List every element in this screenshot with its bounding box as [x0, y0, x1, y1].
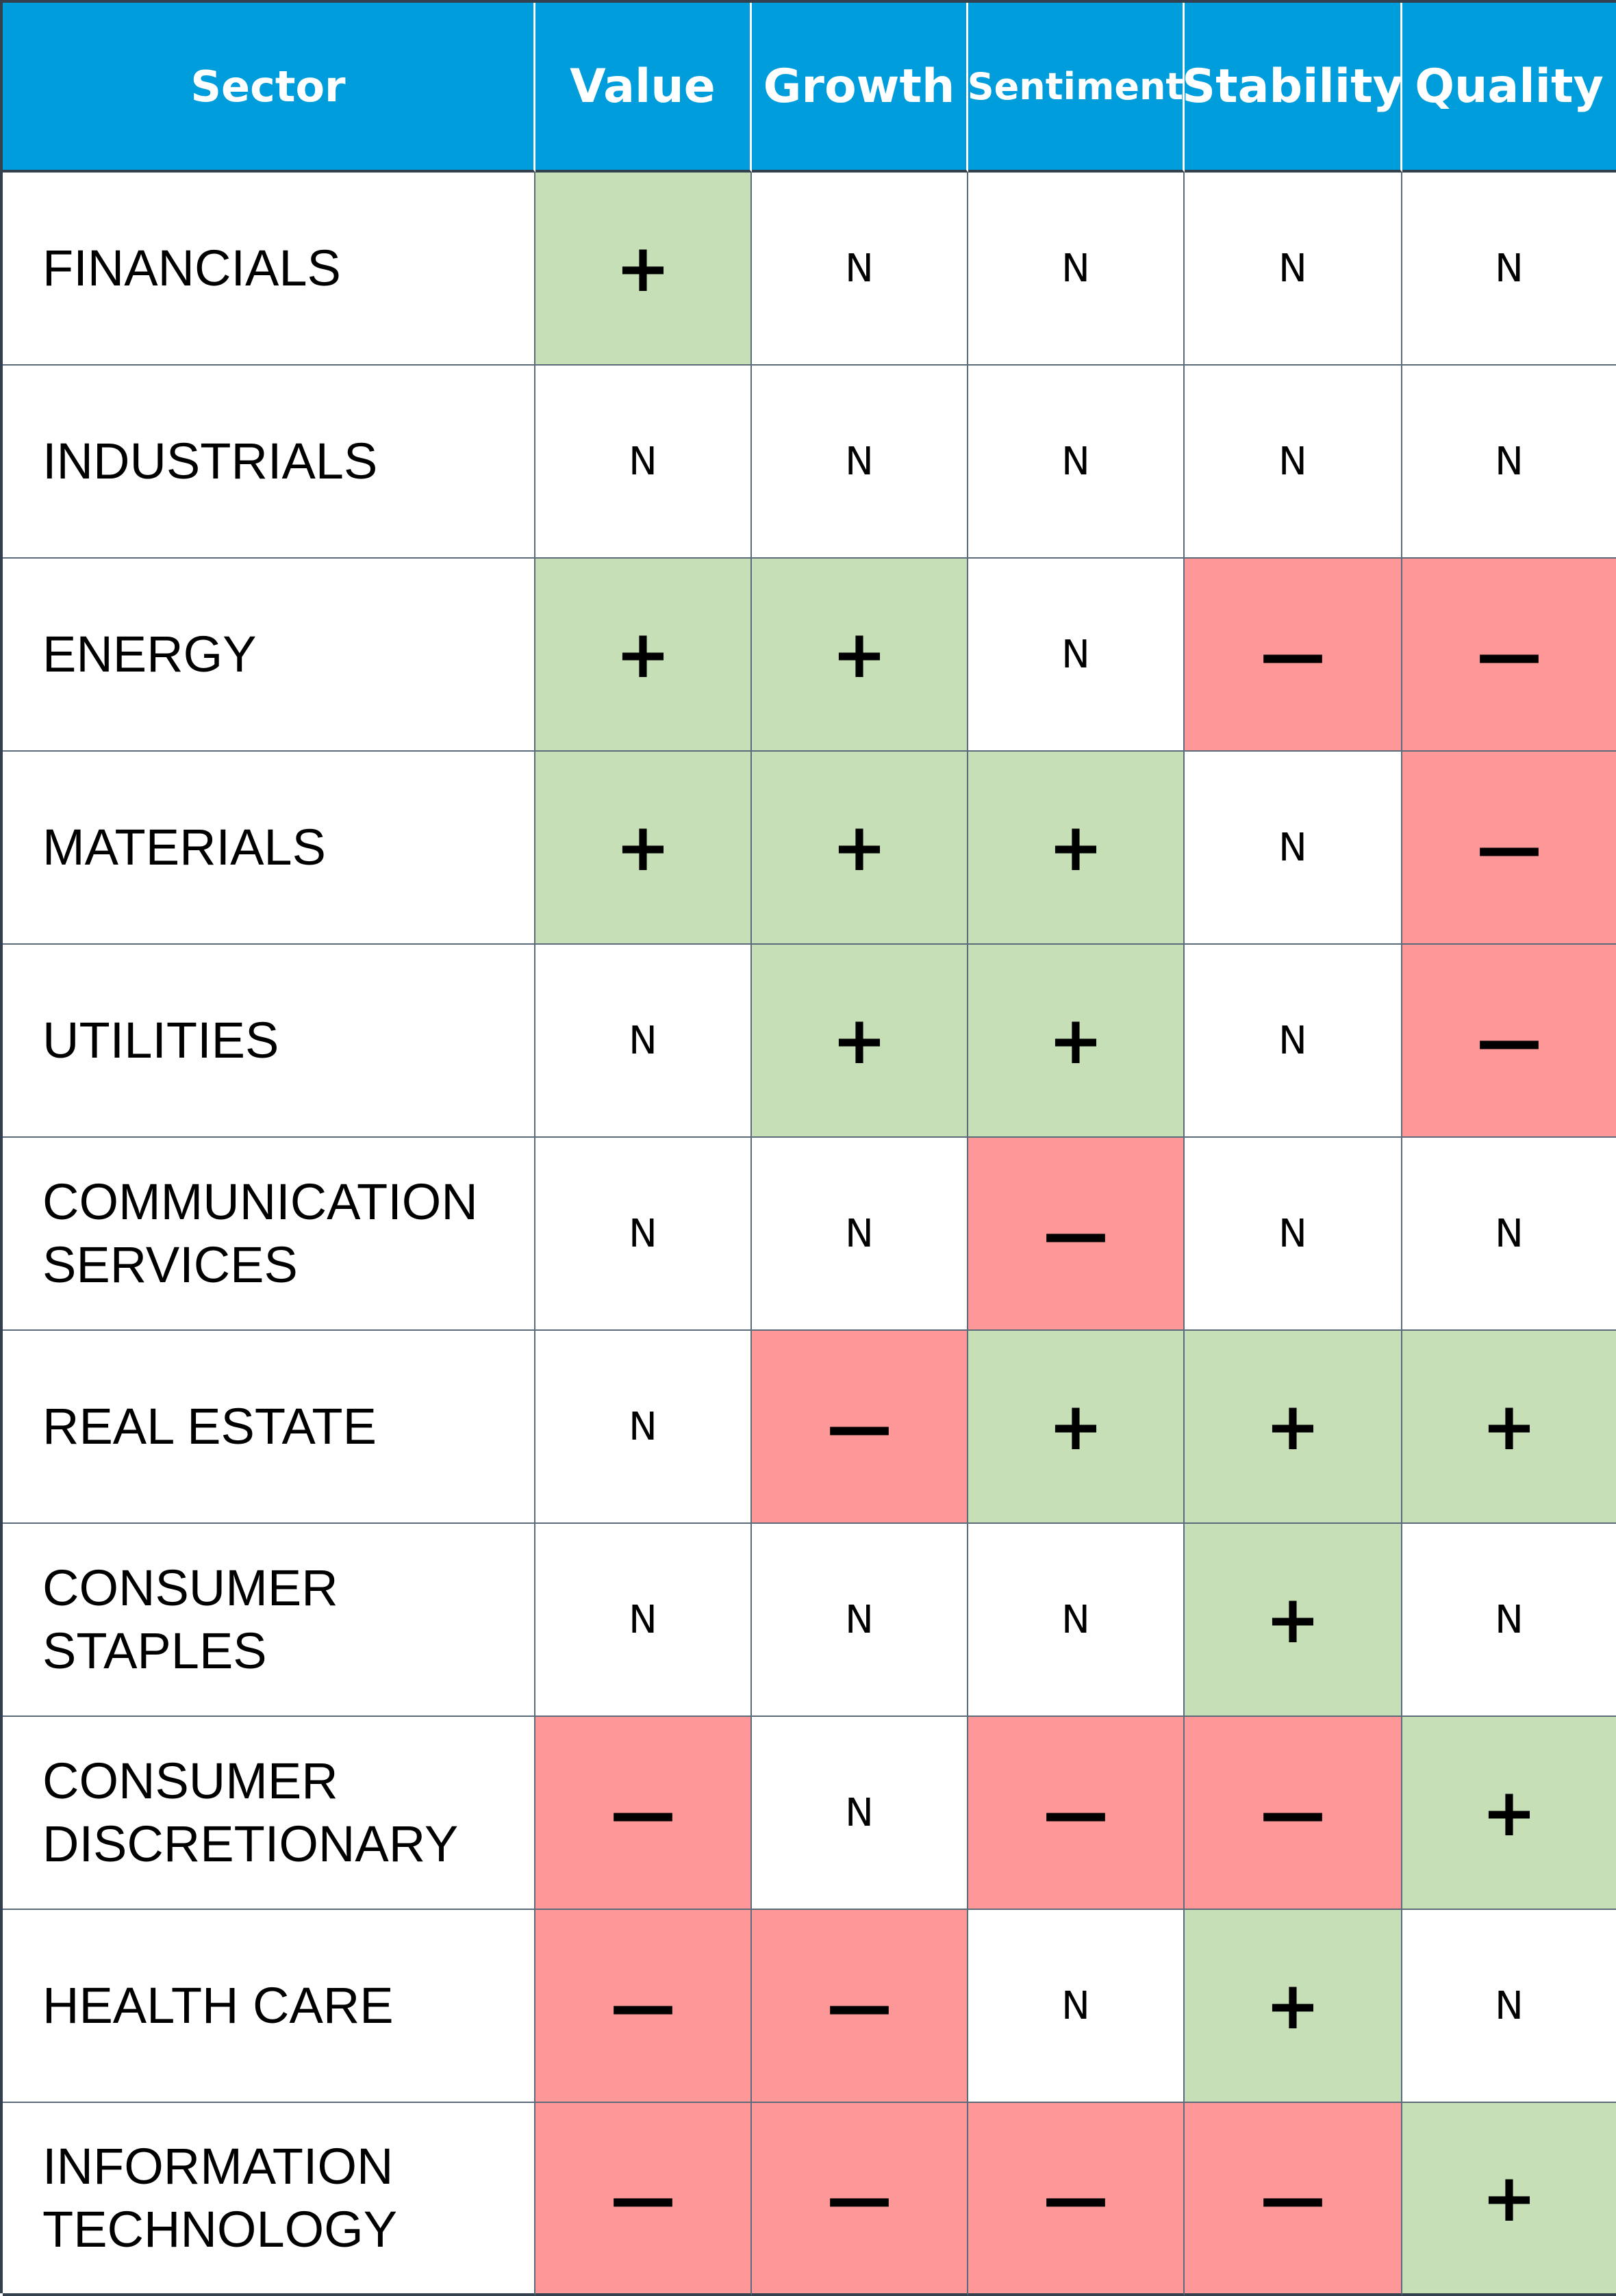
- factor-cell-growth: —: [752, 2103, 968, 2296]
- factor-cell-sentiment: +: [968, 752, 1185, 945]
- factor-cell-quality: N: [1402, 1138, 1616, 1331]
- factor-cell-quality: —: [1402, 945, 1616, 1138]
- header-value: Value: [535, 3, 752, 173]
- sector-label: CONSUMER STAPLES: [3, 1524, 535, 1717]
- factor-cell-quality: N: [1402, 1524, 1616, 1717]
- factor-cell-sentiment: —: [968, 2103, 1185, 2296]
- factor-cell-sentiment: N: [968, 1524, 1185, 1717]
- factor-cell-growth: +: [752, 559, 968, 752]
- factor-cell-quality: +: [1402, 2103, 1616, 2296]
- sector-label: CONSUMER DISCRETIONARY: [3, 1717, 535, 1910]
- factor-cell-sentiment: —: [968, 1717, 1185, 1910]
- factor-cell-growth: N: [752, 173, 968, 366]
- sector-label: COMMUNICATION SERVICES: [3, 1138, 535, 1331]
- sector-label: UTILITIES: [3, 945, 535, 1138]
- factor-cell-stability: N: [1185, 1138, 1402, 1331]
- factor-cell-sentiment: N: [968, 1910, 1185, 2103]
- factor-cell-growth: +: [752, 752, 968, 945]
- factor-cell-growth: N: [752, 1138, 968, 1331]
- factor-cell-quality: —: [1402, 559, 1616, 752]
- sector-label: INDUSTRIALS: [3, 366, 535, 559]
- factor-cell-stability: +: [1185, 1524, 1402, 1717]
- header-quality: Quality: [1402, 3, 1616, 173]
- factor-cell-stability: +: [1185, 1910, 1402, 2103]
- factor-cell-value: +: [535, 752, 752, 945]
- factor-cell-sentiment: N: [968, 366, 1185, 559]
- factor-cell-growth: +: [752, 945, 968, 1138]
- factor-cell-quality: N: [1402, 366, 1616, 559]
- factor-cell-stability: N: [1185, 173, 1402, 366]
- factor-cell-growth: N: [752, 1717, 968, 1910]
- factor-cell-value: N: [535, 366, 752, 559]
- factor-cell-quality: N: [1402, 1910, 1616, 2103]
- factor-cell-value: —: [535, 2103, 752, 2296]
- factor-cell-quality: —: [1402, 752, 1616, 945]
- factor-cell-value: N: [535, 945, 752, 1138]
- factor-cell-quality: +: [1402, 1717, 1616, 1910]
- factor-cell-value: N: [535, 1524, 752, 1717]
- header-stability: Stability: [1182, 3, 1403, 173]
- factor-cell-sentiment: N: [968, 559, 1185, 752]
- factor-cell-sentiment: N: [968, 173, 1185, 366]
- factor-cell-sentiment: —: [968, 1138, 1185, 1331]
- factor-cell-growth: —: [752, 1331, 968, 1524]
- factor-cell-growth: N: [752, 1524, 968, 1717]
- factor-cell-sentiment: +: [968, 1331, 1185, 1524]
- factor-cell-value: N: [535, 1331, 752, 1524]
- header-sector: Sector: [3, 3, 535, 173]
- sector-label: REAL ESTATE: [3, 1331, 535, 1524]
- factor-cell-value: —: [535, 1717, 752, 1910]
- header-growth: Growth: [752, 3, 968, 173]
- sector-label: MATERIALS: [3, 752, 535, 945]
- factor-cell-stability: N: [1185, 945, 1402, 1138]
- factor-cell-stability: —: [1185, 2103, 1402, 2296]
- factor-cell-stability: N: [1185, 366, 1402, 559]
- factor-cell-stability: —: [1185, 1717, 1402, 1910]
- factor-cell-growth: —: [752, 1910, 968, 2103]
- sector-label: FINANCIALS: [3, 173, 535, 366]
- factor-cell-value: —: [535, 1910, 752, 2103]
- header-sentiment: Sentiment: [968, 3, 1185, 173]
- factor-cell-quality: N: [1402, 173, 1616, 366]
- factor-cell-sentiment: +: [968, 945, 1185, 1138]
- factor-cell-value: +: [535, 173, 752, 366]
- factor-cell-growth: N: [752, 366, 968, 559]
- sector-label: ENERGY: [3, 559, 535, 752]
- sector-label: INFORMATION TECHNOLOGY: [3, 2103, 535, 2296]
- factor-cell-quality: +: [1402, 1331, 1616, 1524]
- factor-cell-value: N: [535, 1138, 752, 1331]
- factor-cell-stability: +: [1185, 1331, 1402, 1524]
- factor-cell-stability: —: [1185, 559, 1402, 752]
- factor-cell-value: +: [535, 559, 752, 752]
- factor-cell-stability: N: [1185, 752, 1402, 945]
- sector-label: HEALTH CARE: [3, 1910, 535, 2103]
